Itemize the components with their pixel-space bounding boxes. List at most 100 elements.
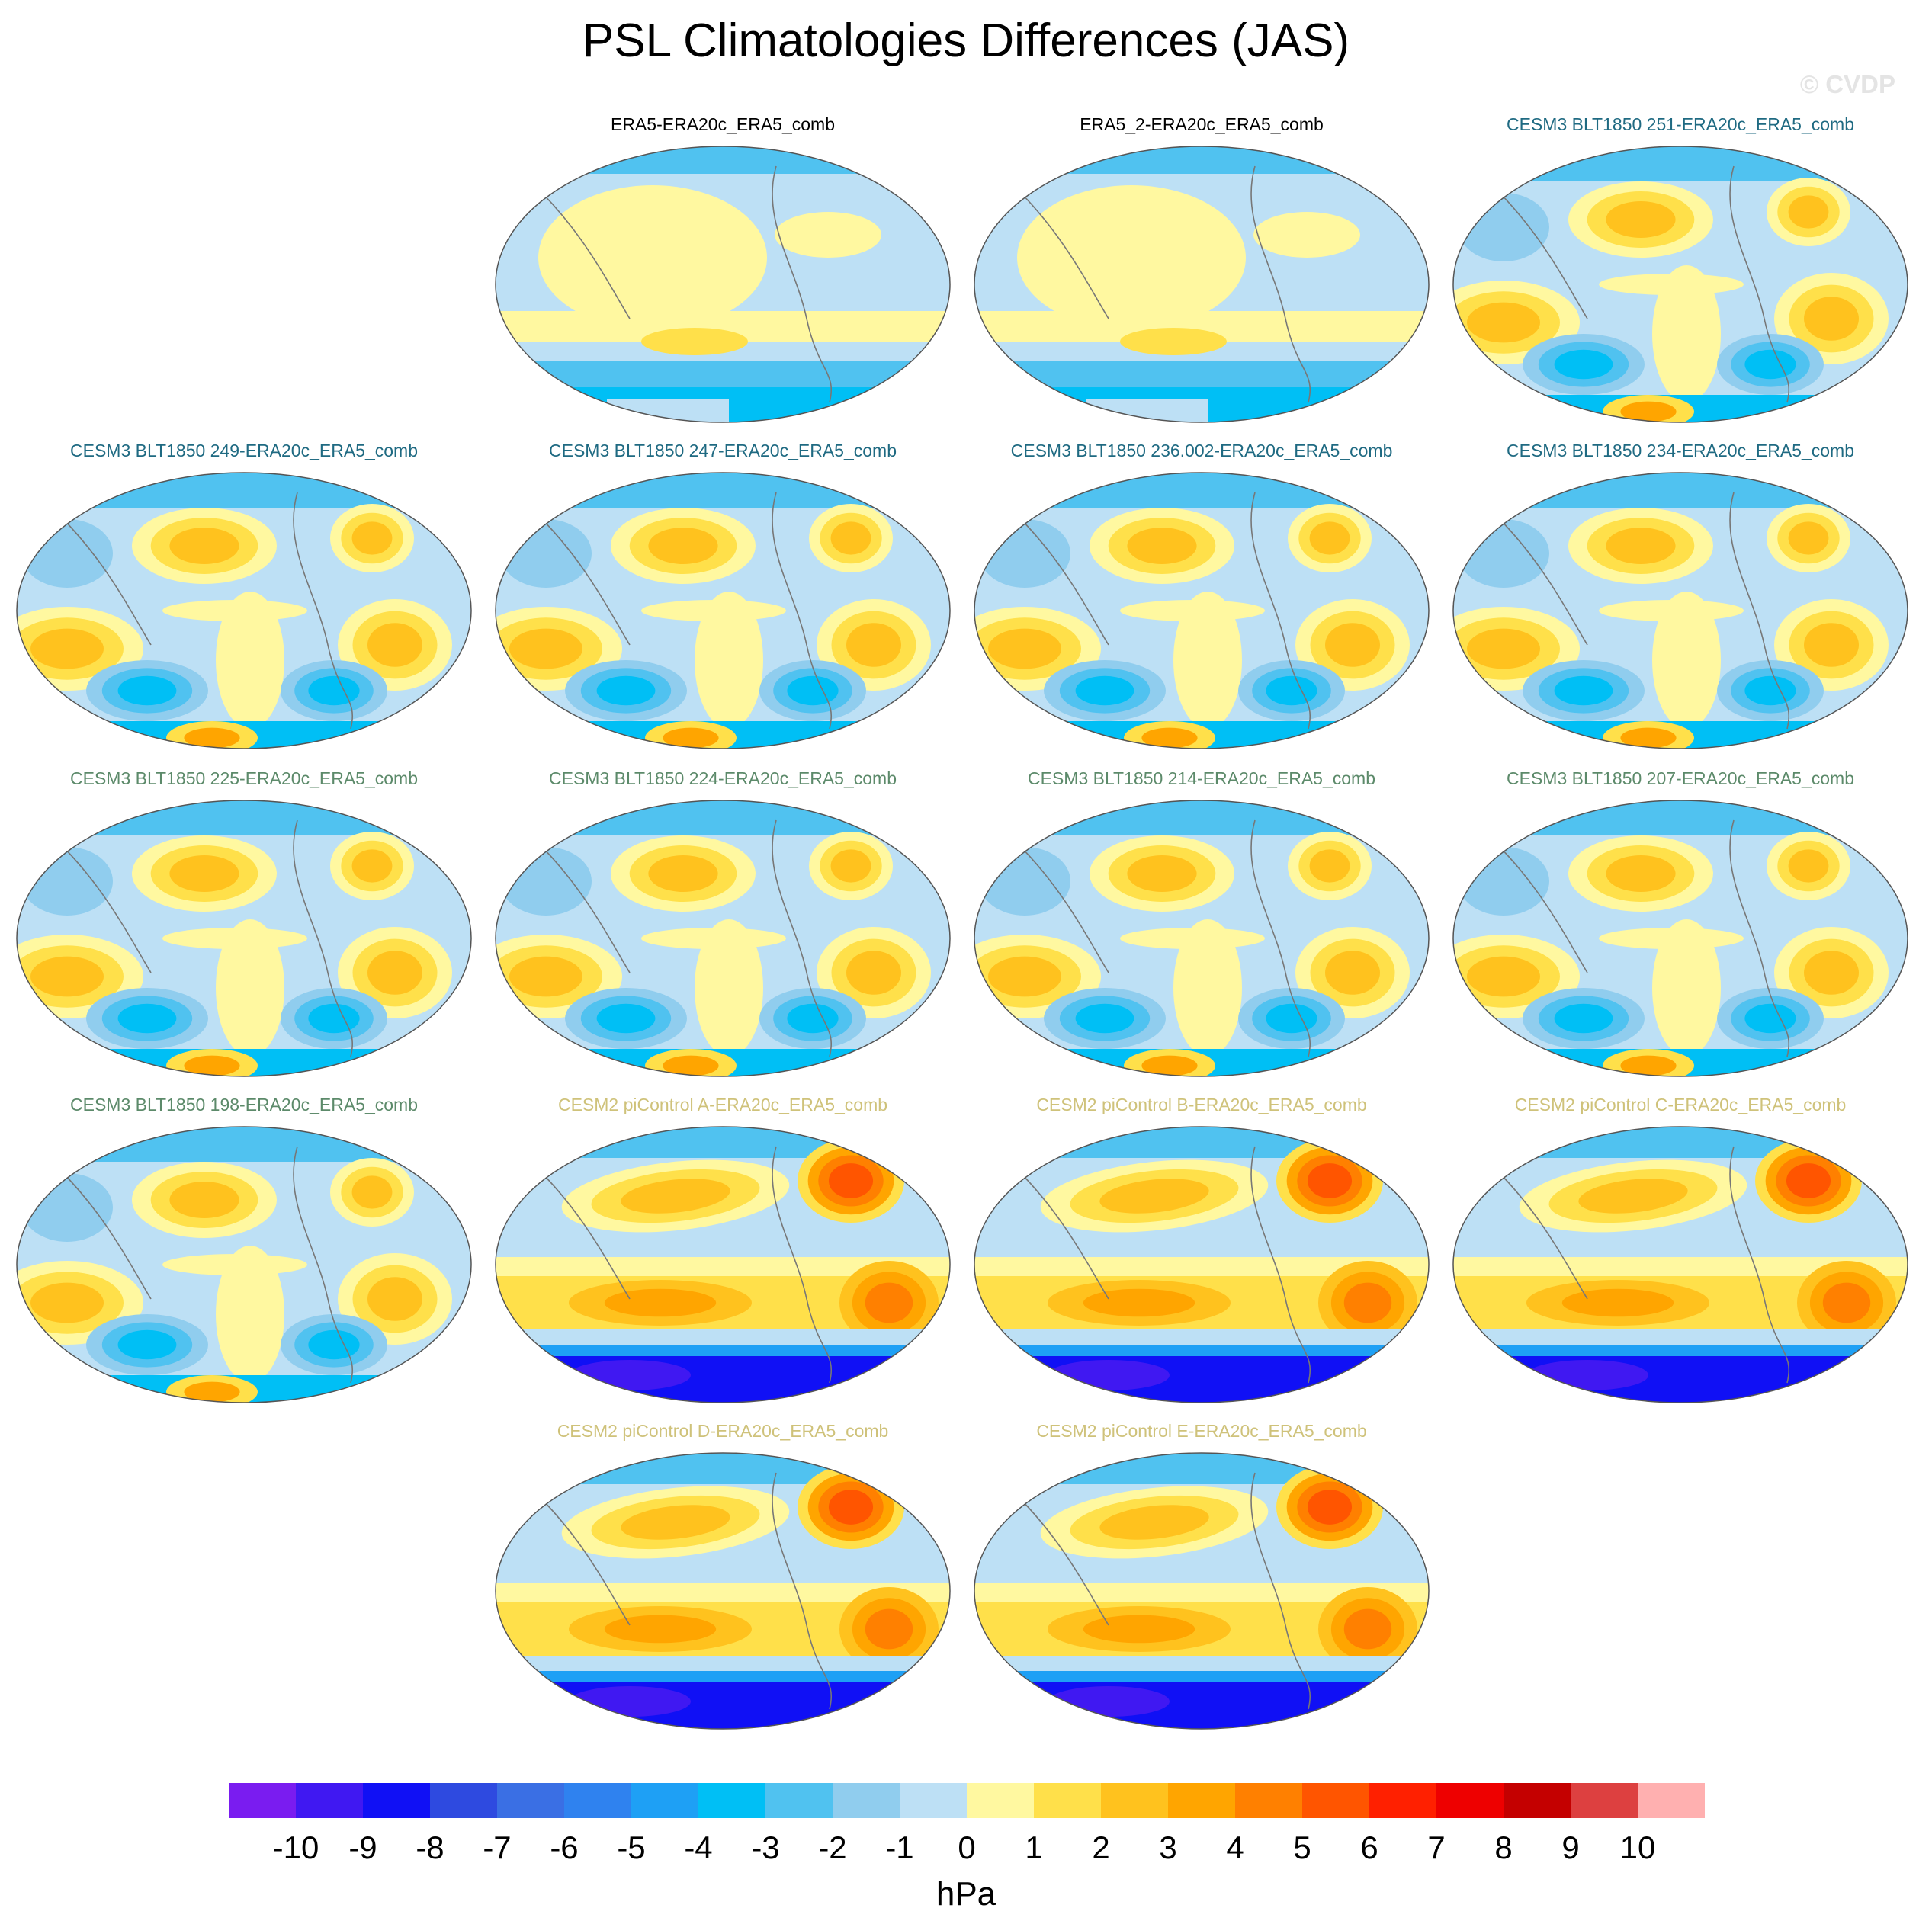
colorbar-tick-label: -5	[617, 1830, 645, 1865]
north-pacific-high	[1127, 855, 1197, 892]
antarctic-positive	[663, 727, 719, 749]
north-pacific-high	[648, 528, 718, 564]
robinson-map	[495, 800, 951, 1077]
panel-title: ERA5-ERA20c_ERA5_comb	[610, 114, 836, 134]
south-pacific-low	[787, 675, 839, 706]
coastline-asia-australia	[1495, 1169, 1588, 1300]
north-atlantic-high	[830, 849, 871, 883]
coastline-asia-australia	[538, 188, 631, 319]
antarctic-positive	[184, 1055, 240, 1076]
coastline-asia-australia	[538, 1495, 631, 1626]
south-indian-low	[1075, 675, 1134, 706]
colorbar-tick-label: -2	[818, 1830, 846, 1865]
siberia-negative	[21, 1173, 113, 1242]
north-atlantic-high	[351, 521, 393, 555]
indian-ocean-high	[509, 628, 582, 669]
pacific-tongue-positive	[1652, 265, 1721, 402]
robinson-map	[495, 1126, 951, 1403]
north-pacific-high	[1578, 1179, 1688, 1214]
panel-title: CESM3 BLT1850 236.002-ERA20c_ERA5_comb	[1010, 441, 1393, 460]
panel-title: CESM3 BLT1850 234-ERA20c_ERA5_comb	[1507, 441, 1854, 460]
indian-ocean-high	[509, 956, 582, 997]
map-panel: CESM2 piControl E-ERA20c_ERA5_comb	[965, 1421, 1438, 1741]
colorbar-box	[1638, 1783, 1705, 1818]
colorbar: -10 -9 -8 -7 -6 -5 -4 -3 -2 -1 0 1 2 3 4 5 6 7 8 9 10	[229, 1783, 1705, 1865]
robinson-map	[16, 472, 472, 749]
colorbar-tick-label: 3	[1159, 1830, 1176, 1865]
coastline-asia-australia	[1016, 1169, 1109, 1300]
north-pacific-high	[169, 528, 239, 564]
colorbar-box	[229, 1783, 296, 1818]
colorbar-box	[698, 1783, 765, 1818]
indian-ocean-high	[30, 956, 104, 997]
antarctic-deep-negative	[86, 1061, 155, 1076]
arctic-negative	[1453, 800, 1908, 835]
map-panel: CESM3 BLT1850 224-ERA20c_ERA5_comb	[486, 768, 959, 1089]
south-pacific-high	[1083, 1288, 1195, 1317]
antarctic-deep-negative	[1523, 407, 1591, 422]
map-field	[496, 146, 950, 422]
map-field	[496, 800, 950, 1076]
arctic-negative	[1453, 1127, 1908, 1158]
north-atlantic-high	[1309, 849, 1350, 883]
antarctic-deep-negative	[86, 1387, 155, 1403]
map-field	[1453, 473, 1908, 749]
arctic-negative	[974, 1127, 1429, 1158]
arctic-negative	[17, 800, 471, 835]
robinson-map	[495, 472, 951, 749]
coastline-asia-australia	[538, 1169, 631, 1300]
pacific-tongue-positive	[1652, 919, 1721, 1057]
map-panel: CESM3 BLT1850 251-ERA20c_ERA5_comb	[1444, 114, 1917, 435]
north-atlantic-high	[1786, 1163, 1831, 1198]
south-indian-low	[117, 675, 177, 706]
south-pacific-low	[1744, 349, 1796, 380]
map-outline	[1452, 146, 1908, 423]
map-panel: CESM3 BLT1850 234-ERA20c_ERA5_comb	[1444, 441, 1917, 761]
colorbar-box	[1504, 1783, 1571, 1818]
robinson-map	[974, 800, 1430, 1077]
panel-title: CESM3 BLT1850 224-ERA20c_ERA5_comb	[549, 768, 897, 788]
south-atlantic-high	[1325, 951, 1380, 995]
north-pacific-high	[1606, 528, 1676, 564]
map-outline	[974, 800, 1430, 1077]
map-outline	[16, 472, 472, 749]
antarctic-deep-negative	[1044, 733, 1112, 749]
map-field	[974, 473, 1429, 749]
colorbar-tick-label: -6	[550, 1830, 578, 1865]
robinson-map	[1452, 146, 1908, 423]
coastline-asia-australia	[59, 1169, 152, 1300]
colorbar-tick-label: 8	[1494, 1830, 1512, 1865]
north-pacific-high	[1606, 855, 1676, 892]
panel-title: CESM2 piControl A-ERA20c_ERA5_comb	[557, 1095, 888, 1114]
map-field	[1453, 146, 1908, 422]
panel-title: CESM3 BLT1850 214-ERA20c_ERA5_comb	[1028, 768, 1375, 788]
robinson-map	[495, 146, 951, 423]
indian-ocean-high	[30, 628, 104, 669]
map-outline	[1452, 1126, 1908, 1403]
north-pacific-high	[648, 855, 718, 892]
antarctic-positive	[184, 727, 240, 749]
map-field	[974, 800, 1429, 1076]
colorbar-tick-label: 1	[1025, 1830, 1042, 1865]
south-atlantic-high	[1343, 1282, 1392, 1323]
map-panel: CESM2 piControl D-ERA20c_ERA5_comb	[486, 1421, 959, 1741]
colorbar-box	[497, 1783, 564, 1818]
arctic-negative	[17, 1127, 471, 1162]
robinson-map	[1452, 800, 1908, 1077]
north-atlantic-high	[1788, 521, 1829, 555]
south-atlantic-high	[1804, 951, 1859, 995]
map-field	[17, 1127, 471, 1403]
antarctic-positive	[1620, 1055, 1677, 1076]
coastline-americas	[1250, 1146, 1311, 1384]
north-pacific-high	[169, 855, 239, 892]
panel-title: CESM2 piControl D-ERA20c_ERA5_comb	[557, 1421, 889, 1441]
midlatitude-transition	[974, 1656, 1429, 1672]
south-indian-low	[596, 675, 656, 706]
pacific-tongue-positive	[695, 592, 763, 729]
map-panel: ERA5-ERA20c_ERA5_comb	[486, 114, 959, 435]
south-atlantic-high	[1822, 1282, 1871, 1323]
pacific-tongue-positive	[1173, 919, 1242, 1057]
colorbar-box	[1168, 1783, 1235, 1818]
coastline-americas	[293, 492, 354, 730]
coastline-americas	[1729, 165, 1790, 403]
